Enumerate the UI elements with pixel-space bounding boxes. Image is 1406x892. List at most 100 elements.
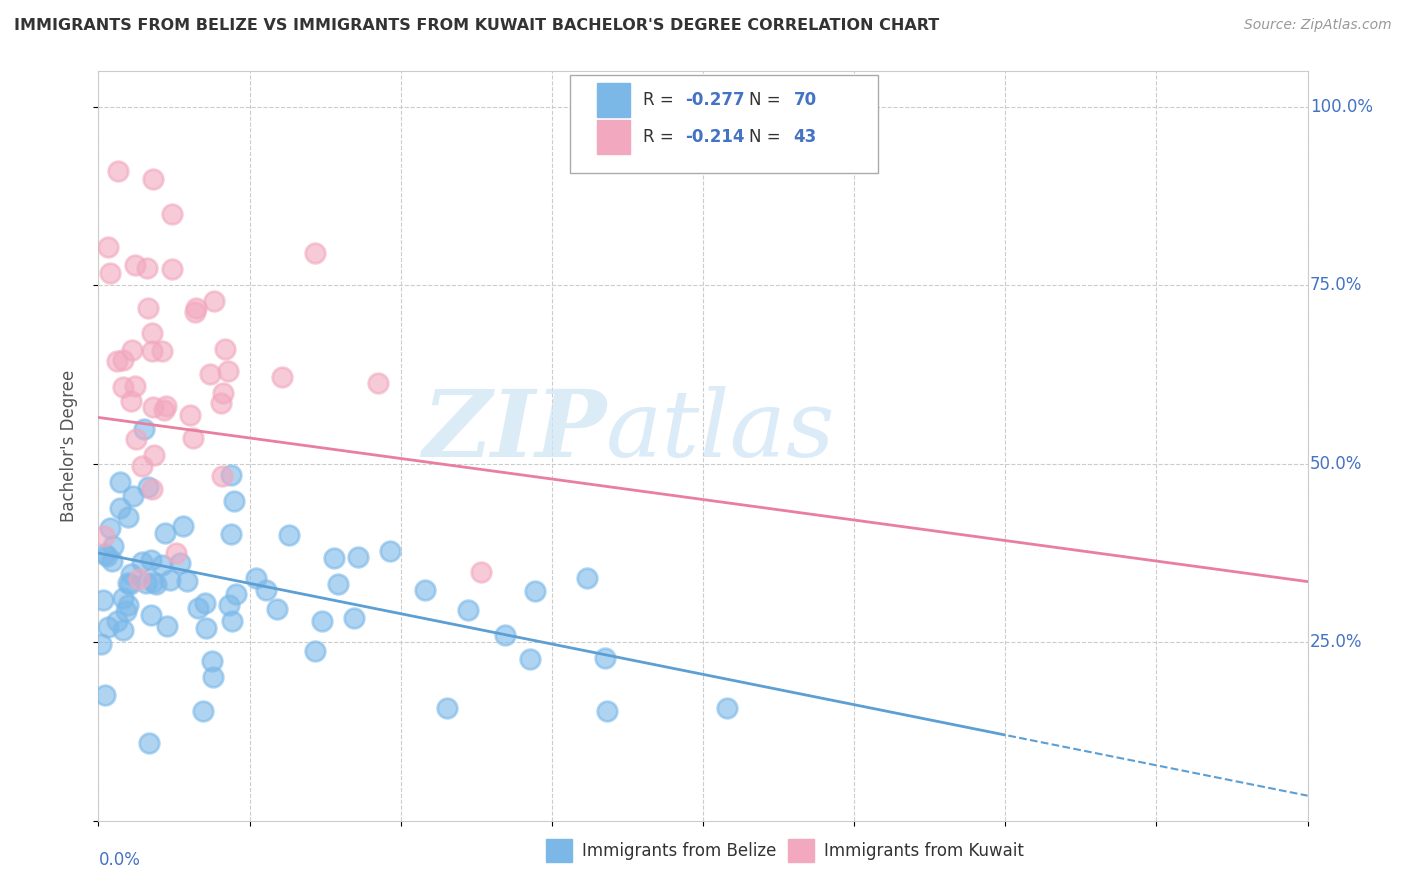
Point bbox=[120, 566, 142, 581]
Point bbox=[145, 577, 167, 591]
Point bbox=[122, 489, 145, 503]
Text: -0.214: -0.214 bbox=[685, 128, 744, 146]
Point bbox=[94, 688, 117, 702]
Text: 100.0%: 100.0% bbox=[1310, 98, 1374, 116]
Point bbox=[135, 260, 157, 275]
Point bbox=[142, 574, 165, 589]
Point bbox=[209, 396, 232, 410]
Point bbox=[136, 301, 159, 315]
Point bbox=[110, 475, 132, 489]
Point bbox=[254, 582, 277, 597]
Point bbox=[225, 587, 247, 601]
Point bbox=[169, 556, 191, 570]
Point bbox=[117, 510, 139, 524]
Text: Source: ZipAtlas.com: Source: ZipAtlas.com bbox=[1244, 18, 1392, 32]
Point bbox=[457, 602, 479, 616]
Point bbox=[219, 527, 242, 541]
Point bbox=[593, 651, 616, 665]
Point bbox=[194, 596, 217, 610]
Point bbox=[112, 591, 135, 605]
Point bbox=[152, 558, 174, 572]
Point bbox=[98, 266, 121, 280]
Point bbox=[94, 547, 117, 561]
Point bbox=[153, 403, 176, 417]
Point bbox=[138, 736, 160, 750]
Point bbox=[172, 519, 194, 533]
Bar bbox=[596, 120, 630, 153]
Text: N =: N = bbox=[749, 91, 786, 109]
Point bbox=[311, 614, 333, 628]
Text: Immigrants from Belize: Immigrants from Belize bbox=[582, 842, 776, 860]
Point bbox=[212, 386, 235, 401]
Point bbox=[519, 651, 541, 665]
Point bbox=[413, 583, 436, 598]
Point bbox=[304, 245, 326, 260]
Y-axis label: Bachelor's Degree: Bachelor's Degree bbox=[59, 370, 77, 522]
Point bbox=[120, 394, 142, 409]
Point bbox=[193, 704, 215, 718]
Bar bbox=[787, 839, 814, 862]
Point bbox=[155, 399, 177, 413]
Point bbox=[159, 574, 181, 588]
Point bbox=[107, 164, 129, 178]
Point bbox=[125, 432, 148, 446]
Point bbox=[155, 618, 177, 632]
Point bbox=[266, 601, 288, 615]
Point bbox=[128, 572, 150, 586]
Bar bbox=[596, 83, 630, 117]
Text: N =: N = bbox=[749, 128, 786, 146]
Text: ZIP: ZIP bbox=[422, 386, 606, 476]
Point bbox=[97, 240, 120, 254]
Point bbox=[221, 614, 243, 628]
Point bbox=[524, 583, 547, 598]
Point bbox=[96, 549, 118, 563]
Bar bbox=[546, 839, 572, 862]
Point bbox=[343, 611, 366, 625]
Point bbox=[131, 459, 153, 474]
Text: 0.0%: 0.0% bbox=[98, 851, 141, 869]
Point bbox=[245, 572, 267, 586]
Point bbox=[110, 500, 132, 515]
Text: 75.0%: 75.0% bbox=[1310, 277, 1362, 294]
Point bbox=[105, 614, 128, 628]
Point bbox=[112, 353, 135, 368]
Point bbox=[160, 262, 183, 277]
Point bbox=[202, 293, 225, 308]
Point bbox=[195, 621, 218, 635]
Text: -0.277: -0.277 bbox=[685, 91, 745, 109]
Point bbox=[141, 326, 163, 340]
Point bbox=[304, 644, 326, 658]
Point bbox=[179, 408, 201, 422]
Point bbox=[716, 700, 738, 714]
Point bbox=[139, 552, 162, 566]
Text: R =: R = bbox=[643, 128, 679, 146]
Point bbox=[120, 577, 142, 591]
Point bbox=[278, 528, 301, 542]
Point bbox=[93, 593, 115, 607]
Point bbox=[160, 207, 183, 221]
Point bbox=[470, 566, 492, 580]
Point bbox=[124, 378, 146, 392]
Point bbox=[98, 521, 121, 535]
Point bbox=[270, 370, 292, 384]
Point bbox=[112, 379, 135, 393]
Point bbox=[101, 554, 124, 568]
Point bbox=[181, 430, 204, 444]
Point bbox=[176, 574, 198, 588]
Text: 25.0%: 25.0% bbox=[1310, 633, 1362, 651]
Point bbox=[142, 171, 165, 186]
Point bbox=[131, 556, 153, 570]
Point bbox=[139, 607, 162, 622]
Point bbox=[224, 493, 246, 508]
Point bbox=[202, 670, 225, 684]
Point bbox=[143, 448, 166, 462]
Point bbox=[90, 637, 112, 651]
Point bbox=[165, 546, 187, 560]
Point bbox=[141, 344, 163, 359]
Point bbox=[218, 598, 240, 612]
Point bbox=[105, 354, 128, 368]
Point bbox=[124, 259, 146, 273]
Point bbox=[93, 529, 115, 543]
Point bbox=[97, 619, 120, 633]
Point bbox=[103, 539, 125, 553]
